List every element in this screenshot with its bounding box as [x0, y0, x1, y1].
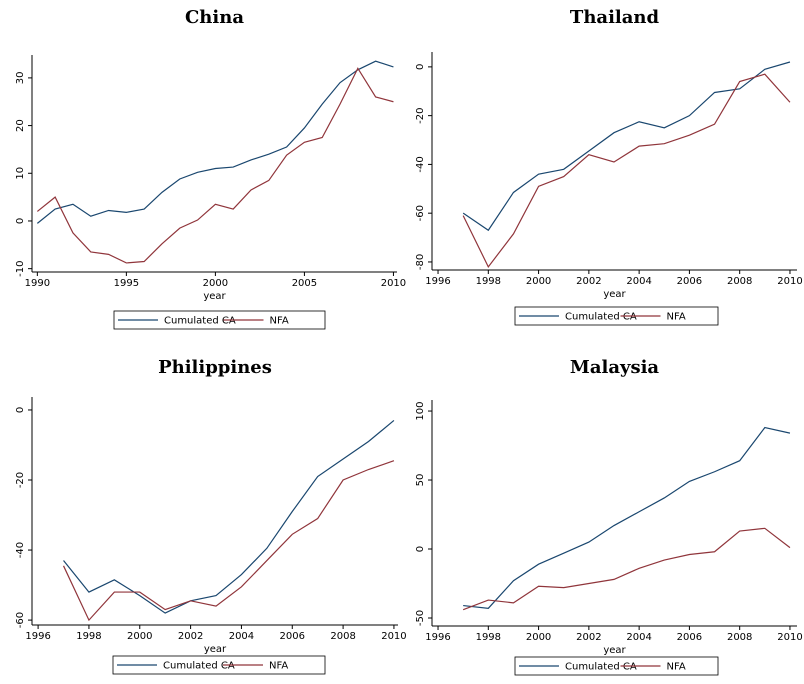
y-tick-label: 0	[15, 407, 26, 413]
y-tick-label: 20	[15, 119, 26, 132]
x-tick-label: 2004	[626, 276, 651, 287]
x-tick-label: 2000	[127, 631, 152, 642]
x-tick-label: 2000	[526, 276, 551, 287]
series-line	[462, 61, 791, 232]
x-tick-label: 2004	[229, 631, 254, 642]
series-line	[463, 426, 791, 609]
y-tick-label: -20	[15, 472, 26, 488]
y-tick-label: 0	[15, 218, 26, 224]
y-tick-label: -50	[415, 610, 426, 626]
legend-label: NFA	[270, 316, 289, 327]
y-tick-label: -60	[15, 612, 26, 628]
x-tick-label: 1990	[25, 278, 50, 289]
x-tick-label: 2005	[292, 278, 317, 289]
y-tick-label: 10	[15, 167, 26, 180]
chart-title: Philippines	[158, 357, 272, 378]
x-axis-label: year	[603, 645, 626, 656]
x-tick-label: 2008	[727, 632, 752, 643]
series-line	[62, 460, 395, 622]
x-tick-label: 2006	[677, 632, 702, 643]
y-tick-label: -80	[415, 254, 426, 270]
x-tick-label: 2000	[203, 278, 228, 289]
series-line	[462, 527, 791, 611]
y-tick-label: -60	[415, 205, 426, 221]
x-tick-label: 1998	[476, 632, 501, 643]
y-tick-label: 30	[15, 72, 26, 85]
y-tick-label: 0	[415, 64, 426, 70]
y-tick-label: -20	[415, 107, 426, 123]
legend-label: Cumulated CA	[163, 661, 235, 672]
y-tick-label: 0	[415, 546, 426, 552]
x-tick-label: 2002	[576, 276, 601, 287]
chart-title: Malaysia	[570, 357, 660, 378]
legend-label: Cumulated CA	[565, 662, 637, 673]
legend-box	[112, 655, 326, 675]
legend-box	[514, 656, 719, 676]
x-tick-label: 2010	[777, 276, 802, 287]
series-line	[63, 420, 395, 614]
legend-label: NFA	[667, 312, 686, 323]
chart-title: Thailand	[570, 7, 660, 28]
x-tick-label: 2010	[381, 631, 406, 642]
x-tick-label: 2004	[626, 632, 651, 643]
x-tick-label: 1998	[476, 276, 501, 287]
legend-label: NFA	[269, 661, 288, 672]
y-tick-label: 100	[415, 401, 426, 420]
x-tick-label: 2006	[677, 276, 702, 287]
x-tick-label: 1996	[425, 276, 450, 287]
x-tick-label: 2006	[280, 631, 305, 642]
legend-label: NFA	[667, 662, 686, 673]
x-tick-label: 2002	[178, 631, 203, 642]
x-tick-label: 2010	[381, 278, 406, 289]
x-tick-label: 2002	[576, 632, 601, 643]
x-tick-label: 1996	[425, 632, 450, 643]
y-tick-label: -40	[15, 542, 26, 558]
x-axis-label: year	[204, 644, 227, 655]
series-line	[462, 73, 791, 268]
x-tick-label: 2008	[727, 276, 752, 287]
legend-label: Cumulated CA	[565, 312, 637, 323]
legend-box	[514, 306, 719, 326]
x-tick-label: 1998	[76, 631, 101, 642]
legend-label: Cumulated CA	[164, 316, 236, 327]
x-tick-label: 1996	[25, 631, 50, 642]
y-tick-label: -40	[415, 156, 426, 172]
x-tick-label: 1995	[114, 278, 139, 289]
series-line	[36, 60, 394, 224]
y-tick-label: -10	[15, 260, 26, 276]
x-tick-label: 2000	[526, 632, 551, 643]
x-tick-label: 2010	[777, 632, 802, 643]
x-axis-label: year	[603, 289, 626, 300]
legend-box	[113, 310, 326, 330]
series-line	[36, 67, 394, 264]
y-tick-label: 50	[415, 474, 426, 487]
x-tick-label: 2008	[330, 631, 355, 642]
chart-title: China	[185, 7, 244, 28]
x-axis-label: year	[203, 291, 226, 302]
